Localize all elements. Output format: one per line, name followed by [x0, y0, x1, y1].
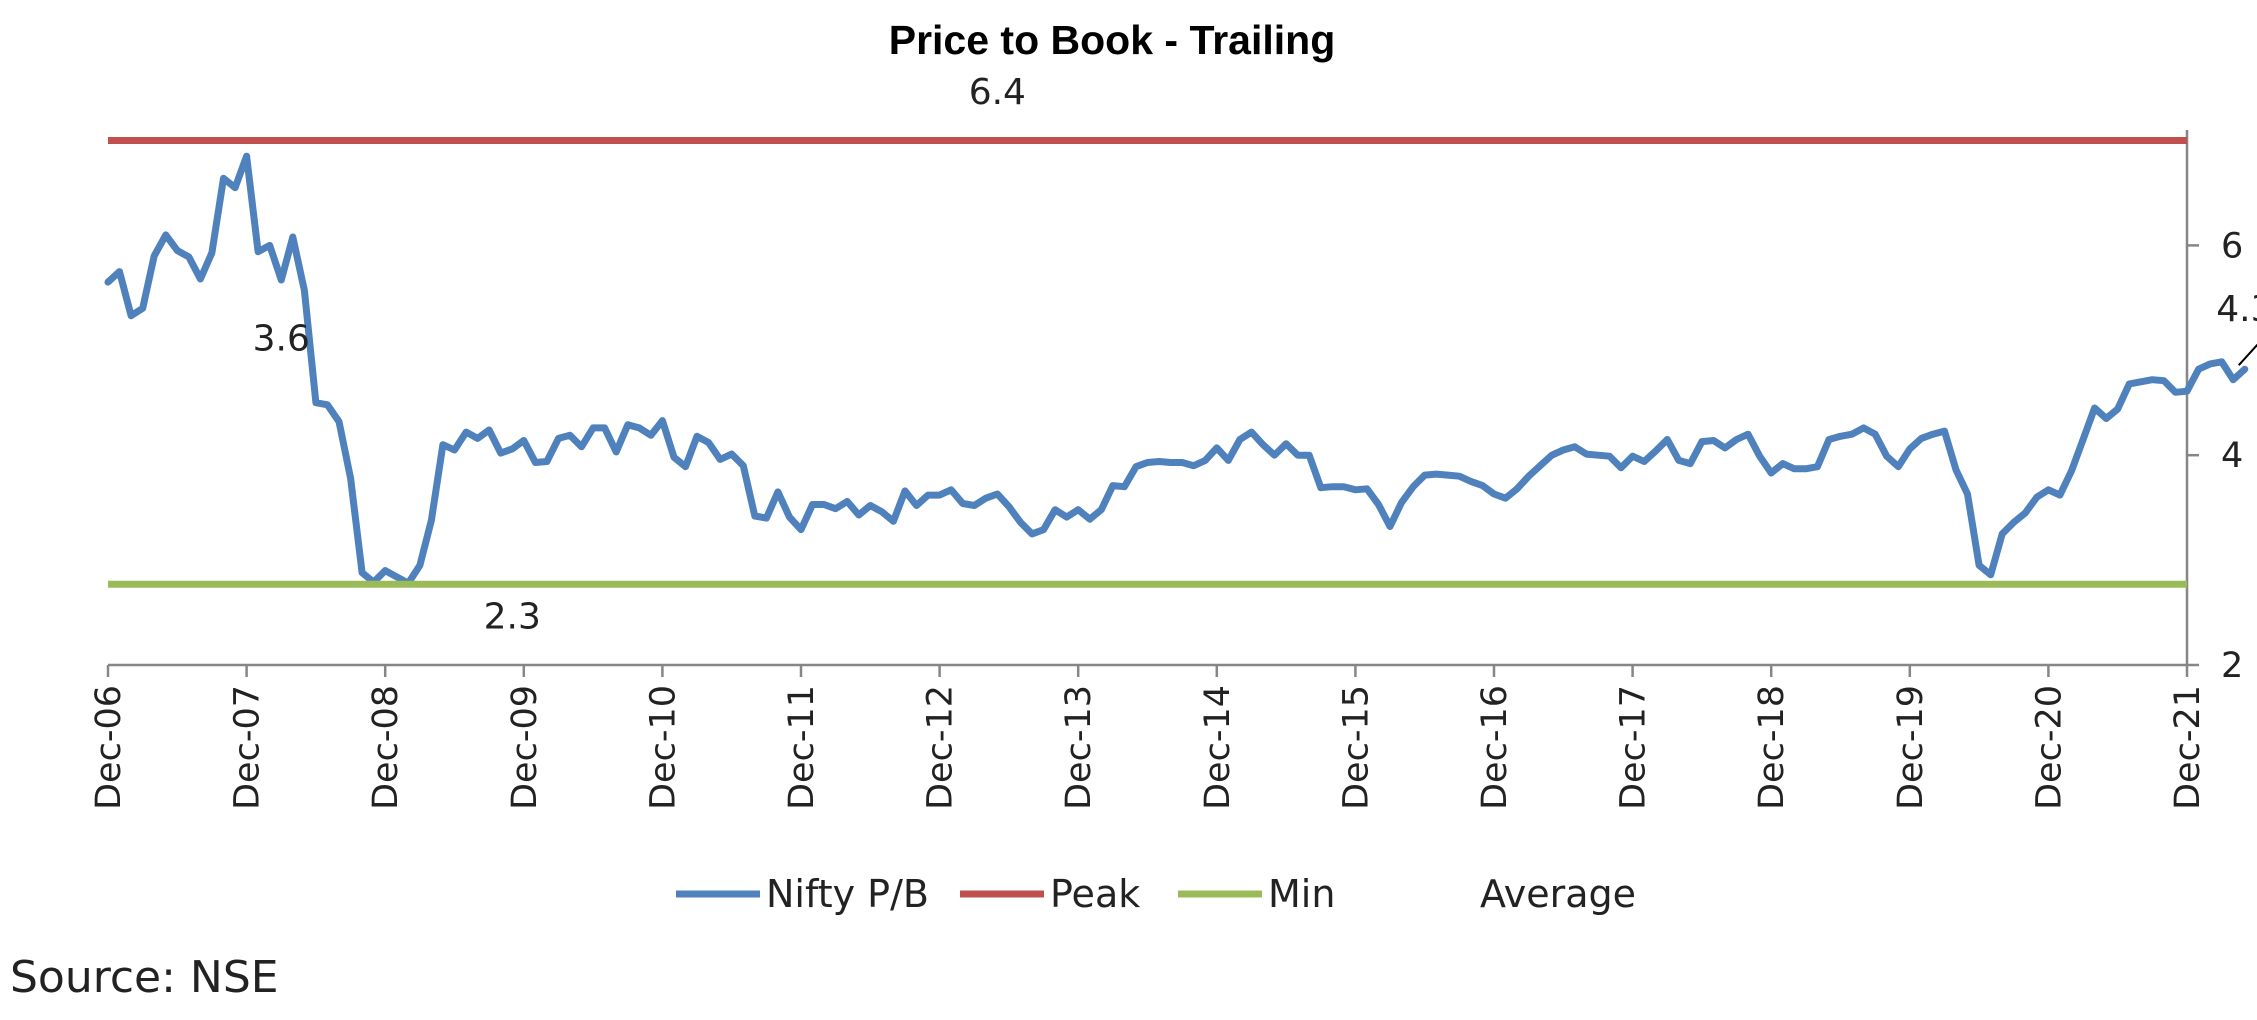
x-tick-label: Dec-18 — [1752, 685, 1792, 810]
x-tick-label: Dec-13 — [1059, 685, 1099, 810]
x-tick-label: Dec-09 — [505, 685, 545, 810]
legend-label: Nifty P/B — [766, 872, 929, 916]
y-tick-label: 4 — [2221, 436, 2243, 476]
y-tick-label: 2 — [2221, 646, 2243, 686]
x-tick-label: Dec-17 — [1614, 685, 1654, 810]
x-tick-label: Dec-16 — [1475, 685, 1515, 810]
legend-label: Peak — [1050, 872, 1140, 916]
plot-area: 2 4 6 Dec-06 Dec-07 Dec-08 Dec-09 Dec-10 Dec-11… — [89, 72, 2257, 810]
x-tick-label: Dec-12 — [921, 685, 961, 810]
x-tick-label: Dec-10 — [643, 685, 683, 810]
x-tick-label: Dec-06 — [89, 685, 129, 810]
data-label: 4.37 — [2216, 289, 2257, 330]
x-tick-label: Dec-11 — [782, 685, 822, 810]
data-label: 3.6 — [253, 318, 310, 359]
x-tick-label: Dec-15 — [1336, 685, 1376, 810]
x-tick-label: Dec-08 — [366, 685, 406, 810]
legend: Nifty P/B Peak Min Average — [676, 872, 1636, 916]
x-tick-label: Dec-07 — [228, 685, 268, 810]
legend-label: Average — [1480, 872, 1636, 916]
chart-title: Price to Book - Trailing — [889, 17, 1336, 63]
x-tick-label: Dec-20 — [2029, 685, 2069, 810]
y-tick-label: 6 — [2221, 226, 2243, 266]
data-label-leader — [2238, 343, 2257, 366]
annotation-layer: 6.4 3.6 2.3 4.37 — [253, 72, 2257, 637]
x-tick-label: Dec-19 — [1891, 685, 1931, 810]
x-tick-label: Dec-21 — [2168, 685, 2208, 810]
x-ticks: Dec-06 Dec-07 Dec-08 Dec-09 Dec-10 Dec-11 Dec-… — [89, 665, 2208, 810]
y-ticks: 2 4 6 — [2187, 226, 2243, 686]
series-layer — [104, 136, 2249, 588]
data-label: 6.4 — [969, 72, 1026, 113]
source-note: Source: NSE — [10, 952, 279, 1003]
legend-label: Min — [1268, 872, 1335, 916]
series-nifty-pb-line — [104, 152, 2249, 587]
x-tick-label: Dec-14 — [1198, 685, 1238, 810]
data-label: 2.3 — [484, 596, 541, 637]
